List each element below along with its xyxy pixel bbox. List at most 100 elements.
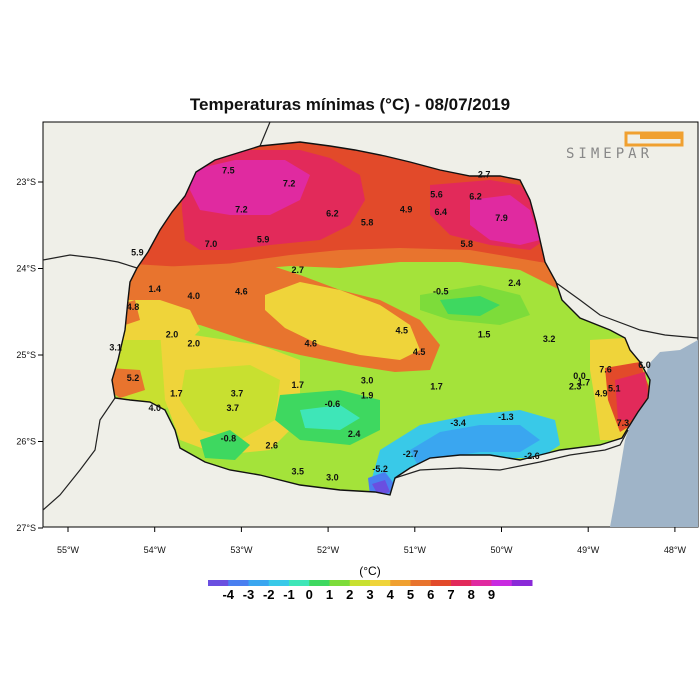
station-value: 6.2: [326, 209, 339, 219]
station-value: 7.6: [599, 364, 612, 374]
station-value: 5.6: [430, 190, 443, 200]
station-value: 2.0: [166, 330, 179, 340]
lat-tick-label: 26°S: [16, 437, 36, 447]
colorbar-swatch: [390, 580, 411, 586]
station-value: 7.5: [222, 165, 235, 175]
colorbar-swatch: [289, 580, 310, 586]
axis-ticks: 55°W 54°W 53°W 52°W 51°W 50°W 49°W 48°W 23°S 24°S…: [16, 177, 686, 555]
colorbar-label: -2: [263, 587, 275, 602]
station-value: 4.6: [235, 286, 248, 296]
logo-text: SIMEPAR: [566, 146, 653, 162]
lon-tick-label: 52°W: [317, 545, 340, 555]
colorbar-label: 8: [468, 587, 475, 602]
colorbar-swatch: [491, 580, 513, 586]
border-line: [554, 281, 698, 339]
station-value: 1.9: [361, 390, 374, 400]
colorbar-label: -4: [222, 587, 234, 602]
colorbar-label: 4: [387, 587, 395, 602]
colorbar-swatch: [410, 580, 432, 586]
station-value: 5.8: [461, 239, 474, 249]
station-value: 1.7: [430, 382, 443, 392]
lat-tick-label: 23°S: [16, 177, 36, 187]
station-value: 4.0: [187, 291, 200, 301]
station-value: -5.2: [372, 464, 388, 474]
lat-tick-label: 27°S: [16, 523, 36, 533]
temperature-field: [112, 142, 650, 495]
lat-tick-label: 24°S: [16, 264, 36, 274]
station-value: 3.7: [226, 403, 239, 413]
border-line: [43, 254, 138, 269]
station-value: 3.1: [109, 343, 122, 353]
station-value: 5.1: [608, 383, 621, 393]
station-value: 4.6: [305, 338, 318, 348]
lon-tick-label: 53°W: [230, 545, 253, 555]
station-value: 4.9: [595, 389, 608, 399]
station-value: 2.3: [569, 382, 582, 392]
colorbar-swatch: [451, 580, 472, 586]
colorbar-label: -1: [283, 587, 295, 602]
station-value: 1.4: [148, 284, 161, 294]
station-value: 4.8: [127, 302, 140, 312]
station-value: 4.0: [148, 403, 161, 413]
station-value: -3.4: [450, 418, 466, 428]
station-value: -2.6: [524, 451, 540, 461]
map-title: Temperaturas mínimas (°C) - 08/07/2019: [189, 95, 511, 114]
station-value: 5.2: [127, 373, 140, 383]
station-value: 1.7: [578, 377, 591, 387]
station-value: 7.2: [235, 204, 248, 214]
colorbar-swatch: [370, 580, 391, 586]
colorbar-swatch: [329, 580, 351, 586]
station-value: -2.7: [403, 449, 419, 459]
station-value: 4.5: [413, 347, 426, 357]
station-labels: 7.5 7.2 7.2 6.2 5.8 4.9 5.6 2.7 6.2 6.4 7.9 5.8 7.0 5…: [109, 165, 650, 482]
colorbar-swatch: [248, 580, 270, 586]
station-value: 5.8: [361, 217, 374, 227]
station-value: 7.0: [205, 239, 218, 249]
station-value: 1.7: [291, 380, 304, 390]
colorbar-label: 7: [447, 587, 454, 602]
lon-tick-label: 48°W: [664, 545, 687, 555]
station-value: -0.5: [433, 286, 449, 296]
station-value: 6.2: [469, 191, 482, 201]
station-value: 6.0: [638, 360, 651, 370]
colorbar-label: 1: [326, 587, 333, 602]
border-line: [43, 397, 116, 511]
colorbar-label: -3: [243, 587, 255, 602]
station-value: 5.9: [131, 248, 144, 258]
station-value: 3.0: [326, 472, 339, 482]
station-value: 7.9: [495, 213, 508, 223]
simepar-logo: SIMEPAR: [566, 131, 684, 162]
colorbar-swatch: [309, 580, 330, 586]
station-value: 4.5: [396, 325, 409, 335]
colorbar-unit: (°C): [359, 564, 380, 578]
colorbar-swatch: [268, 580, 290, 586]
colorbar-swatch: [511, 580, 533, 586]
station-value: 2.6: [265, 440, 278, 450]
station-value: 1.7: [170, 389, 183, 399]
station-value: 2.7: [291, 265, 304, 275]
station-value: 3.2: [543, 334, 556, 344]
colorbar-label: 2: [346, 587, 353, 602]
station-value: -0.6: [325, 399, 341, 409]
station-value: 1.5: [478, 330, 491, 340]
station-value: 4.9: [400, 204, 413, 214]
lat-tick-label: 25°S: [16, 350, 36, 360]
station-value: 7.3: [617, 418, 630, 428]
colorbar-swatch: [208, 580, 229, 586]
colorbar-swatch: [228, 580, 249, 586]
station-value: 6.4: [435, 207, 448, 217]
station-value: 3.5: [291, 466, 304, 476]
border-line: [394, 429, 629, 479]
border-line: [259, 122, 271, 147]
station-value: 2.4: [508, 278, 521, 288]
colorbar-swatch: [430, 580, 452, 586]
colorbar-swatch: [471, 580, 492, 586]
station-value: 2.4: [348, 429, 361, 439]
colorbar-label: 6: [427, 587, 434, 602]
station-value: 2.0: [187, 338, 200, 348]
lon-tick-label: 51°W: [404, 545, 427, 555]
station-value: 0.0: [573, 371, 586, 381]
station-value: 2.7: [478, 170, 491, 180]
colorbar-swatch: [349, 580, 371, 586]
